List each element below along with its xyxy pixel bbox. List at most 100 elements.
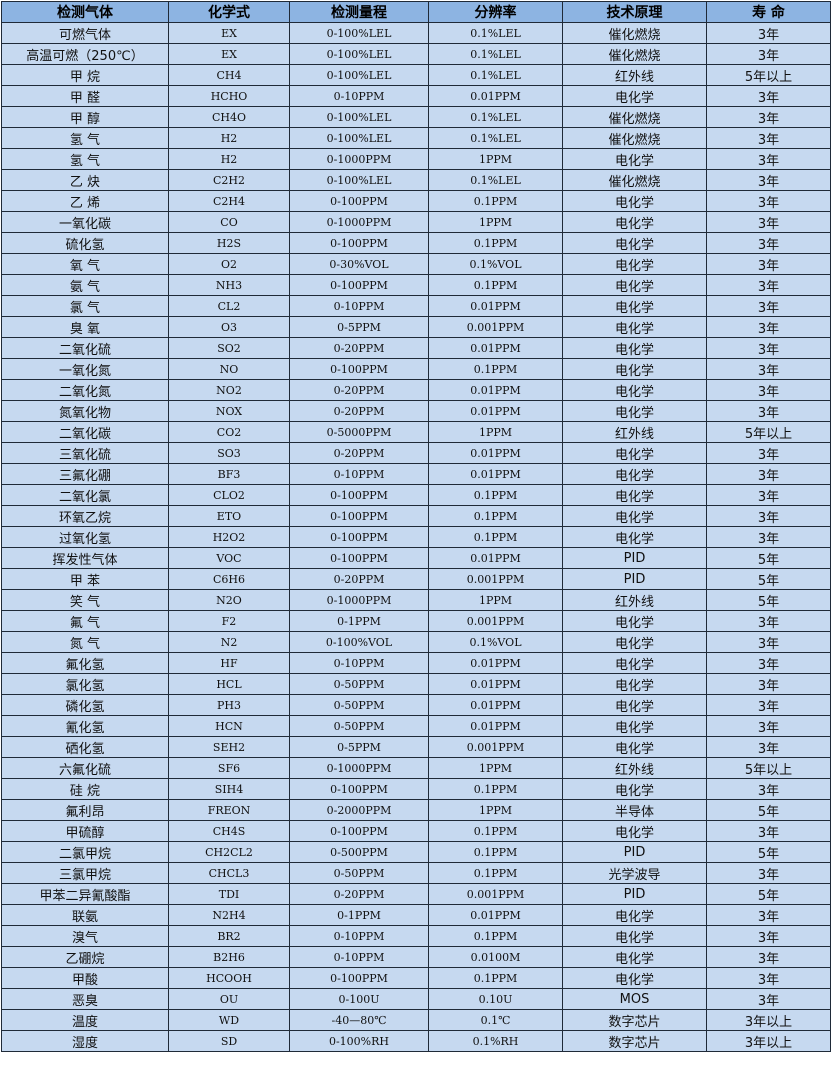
principle-cell: 催化燃烧: [562, 22, 707, 44]
range-cell: 0-100%LEL: [289, 106, 429, 128]
table-row: 一氧化碳 CO 0-1000PPM 1PPM 电化学 3年: [1, 211, 831, 233]
principle-cell: 电化学: [562, 715, 707, 737]
range-cell: 0-50PPM: [289, 673, 429, 695]
range-cell: 0-100U: [289, 988, 429, 1010]
lifespan-cell: 3年: [706, 169, 831, 191]
range-cell: 0-2000PPM: [289, 799, 429, 821]
range-cell: 0-10PPM: [289, 925, 429, 947]
formula-cell: H2S: [168, 232, 290, 254]
lifespan-cell: 3年: [706, 967, 831, 989]
formula-cell: EX: [168, 22, 290, 44]
header-formula: 化学式: [168, 1, 290, 23]
table-row: 甲 苯 C6H6 0-20PPM 0.001PPM PID 5年: [1, 568, 831, 590]
table-row: 氯 气 CL2 0-10PPM 0.01PPM 电化学 3年: [1, 295, 831, 317]
gas-name-cell: 乙 烯: [1, 190, 169, 212]
table-row: 二氧化氮 NO2 0-20PPM 0.01PPM 电化学 3年: [1, 379, 831, 401]
gas-name-cell: 氨 气: [1, 274, 169, 296]
range-cell: 0-20PPM: [289, 379, 429, 401]
header-resolution: 分辨率: [428, 1, 563, 23]
resolution-cell: 0.01PPM: [428, 85, 563, 107]
lifespan-cell: 3年: [706, 127, 831, 149]
range-cell: 0-20PPM: [289, 568, 429, 590]
principle-cell: 电化学: [562, 316, 707, 338]
lifespan-cell: 3年: [706, 232, 831, 254]
range-cell: -40—80℃: [289, 1009, 429, 1031]
principle-cell: 电化学: [562, 442, 707, 464]
formula-cell: C2H4: [168, 190, 290, 212]
resolution-cell: 1PPM: [428, 757, 563, 779]
principle-cell: 电化学: [562, 463, 707, 485]
range-cell: 0-5PPM: [289, 316, 429, 338]
range-cell: 0-100%LEL: [289, 43, 429, 65]
formula-cell: F2: [168, 610, 290, 632]
range-cell: 0-100PPM: [289, 778, 429, 800]
principle-cell: 电化学: [562, 358, 707, 380]
range-cell: 0-20PPM: [289, 400, 429, 422]
resolution-cell: 0.1PPM: [428, 505, 563, 527]
resolution-cell: 0.01PPM: [428, 652, 563, 674]
range-cell: 0-10PPM: [289, 85, 429, 107]
range-cell: 0-100PPM: [289, 232, 429, 254]
resolution-cell: 0.1PPM: [428, 778, 563, 800]
principle-cell: 催化燃烧: [562, 106, 707, 128]
table-row: 温度 WD -40—80℃ 0.1℃ 数字芯片 3年以上: [1, 1009, 831, 1031]
gas-name-cell: 高温可燃（250℃）: [1, 43, 169, 65]
formula-cell: FREON: [168, 799, 290, 821]
formula-cell: C6H6: [168, 568, 290, 590]
principle-cell: 催化燃烧: [562, 127, 707, 149]
table-row: 三氧化硫 SO3 0-20PPM 0.01PPM 电化学 3年: [1, 442, 831, 464]
gas-name-cell: 甲酸: [1, 967, 169, 989]
range-cell: 0-50PPM: [289, 715, 429, 737]
gas-name-cell: 硅 烷: [1, 778, 169, 800]
principle-cell: 电化学: [562, 337, 707, 359]
formula-cell: SO3: [168, 442, 290, 464]
lifespan-cell: 3年: [706, 862, 831, 884]
lifespan-cell: 3年: [706, 358, 831, 380]
resolution-cell: 0.001PPM: [428, 610, 563, 632]
resolution-cell: 0.1PPM: [428, 190, 563, 212]
resolution-cell: 0.01PPM: [428, 715, 563, 737]
gas-name-cell: 氮氧化物: [1, 400, 169, 422]
gas-name-cell: 甲硫醇: [1, 820, 169, 842]
principle-cell: PID: [562, 547, 707, 569]
principle-cell: MOS: [562, 988, 707, 1010]
principle-cell: 电化学: [562, 610, 707, 632]
table-row: 甲 醛 HCHO 0-10PPM 0.01PPM 电化学 3年: [1, 85, 831, 107]
table-row: 笑 气 N2O 0-1000PPM 1PPM 红外线 5年: [1, 589, 831, 611]
lifespan-cell: 3年: [706, 316, 831, 338]
table-row: 过氧化氢 H2O2 0-100PPM 0.1PPM 电化学 3年: [1, 526, 831, 548]
gas-name-cell: 硒化氢: [1, 736, 169, 758]
principle-cell: 电化学: [562, 694, 707, 716]
resolution-cell: 0.1%LEL: [428, 43, 563, 65]
lifespan-cell: 3年: [706, 610, 831, 632]
range-cell: 0-100%LEL: [289, 64, 429, 86]
lifespan-cell: 3年: [706, 190, 831, 212]
principle-cell: 电化学: [562, 148, 707, 170]
gas-name-cell: 三氯甲烷: [1, 862, 169, 884]
lifespan-cell: 3年: [706, 904, 831, 926]
resolution-cell: 0.1%LEL: [428, 127, 563, 149]
range-cell: 0-100PPM: [289, 967, 429, 989]
table-row: 甲 烷 CH4 0-100%LEL 0.1%LEL 红外线 5年以上: [1, 64, 831, 86]
principle-cell: 电化学: [562, 274, 707, 296]
lifespan-cell: 3年: [706, 400, 831, 422]
table-row: 硅 烷 SIH4 0-100PPM 0.1PPM 电化学 3年: [1, 778, 831, 800]
gas-name-cell: 氢 气: [1, 127, 169, 149]
principle-cell: 电化学: [562, 736, 707, 758]
table-row: 甲 醇 CH4O 0-100%LEL 0.1%LEL 催化燃烧 3年: [1, 106, 831, 128]
range-cell: 0-100%LEL: [289, 169, 429, 191]
gas-name-cell: 甲苯二异氰酸酯: [1, 883, 169, 905]
formula-cell: NO: [168, 358, 290, 380]
formula-cell: OU: [168, 988, 290, 1010]
gas-name-cell: 一氧化氮: [1, 358, 169, 380]
range-cell: 0-1000PPM: [289, 148, 429, 170]
range-cell: 0-1PPM: [289, 610, 429, 632]
formula-cell: VOC: [168, 547, 290, 569]
formula-cell: ETO: [168, 505, 290, 527]
resolution-cell: 0.1%LEL: [428, 22, 563, 44]
principle-cell: 电化学: [562, 631, 707, 653]
lifespan-cell: 3年: [706, 631, 831, 653]
gas-name-cell: 六氟化硫: [1, 757, 169, 779]
lifespan-cell: 5年以上: [706, 421, 831, 443]
table-row: 氮氧化物 NOX 0-20PPM 0.01PPM 电化学 3年: [1, 400, 831, 422]
